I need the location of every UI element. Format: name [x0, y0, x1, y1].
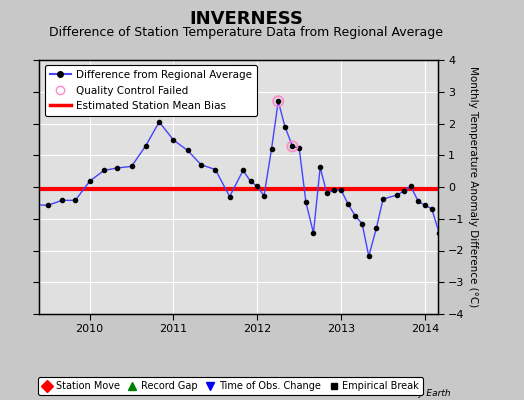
- Legend: Station Move, Record Gap, Time of Obs. Change, Empirical Break: Station Move, Record Gap, Time of Obs. C…: [38, 377, 423, 395]
- Text: Berkeley Earth: Berkeley Earth: [384, 389, 451, 398]
- Point: [274, 98, 282, 104]
- Point: [2, 182, 10, 189]
- Point: [288, 143, 297, 150]
- Legend: Difference from Regional Average, Quality Control Failed, Estimated Station Mean: Difference from Regional Average, Qualit…: [45, 65, 257, 116]
- Text: INVERNESS: INVERNESS: [189, 10, 303, 28]
- Text: Difference of Station Temperature Data from Regional Average: Difference of Station Temperature Data f…: [49, 26, 443, 39]
- Y-axis label: Monthly Temperature Anomaly Difference (°C): Monthly Temperature Anomaly Difference (…: [468, 66, 478, 308]
